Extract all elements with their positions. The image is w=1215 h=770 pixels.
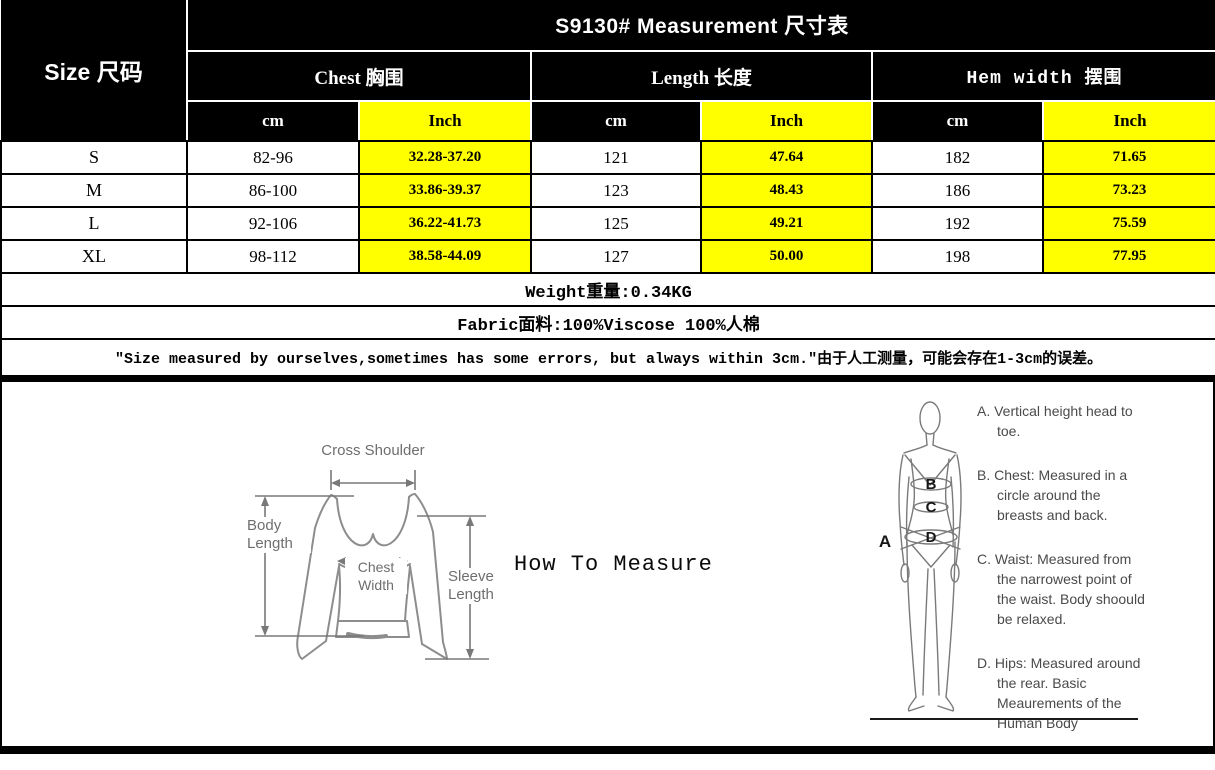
length-cm-value: 121 (530, 140, 702, 175)
body-point-b: B (926, 476, 937, 493)
group-header-hem-width: Hem width 摆围 (870, 50, 1215, 102)
hem-cm-value: 192 (871, 206, 1044, 241)
chest-cm-value: 98-112 (186, 239, 360, 274)
length-inch-value: 48.43 (700, 173, 873, 208)
how-to-measure-section: Cross Shoulder Body Length Chest Width S… (0, 377, 1215, 754)
chest-width-label: Chest Width (345, 558, 407, 594)
unit-header-hem-cm: cm (871, 100, 1044, 142)
length-cm-value: 123 (530, 173, 702, 208)
hem-cm-value: 198 (871, 239, 1044, 274)
annotation-d: D. Hips: Measured around the rear. Basic… (977, 655, 1141, 731)
size-label: XL (0, 239, 188, 274)
hem-inch-value: 77.95 (1041, 239, 1215, 274)
body-point-d: D (926, 529, 937, 546)
group-header-chest: Chest 胸围 (186, 50, 532, 102)
length-inch-value: 50.00 (700, 239, 873, 274)
length-inch-value: 49.21 (700, 206, 873, 241)
body-outline (898, 401, 962, 712)
table-row-l: L 92-106 36.22-41.73 125 49.21 192 75.59 (0, 206, 1215, 241)
weight-row: Weight重量:0.34KG (0, 272, 1215, 307)
hem-cm-value: 182 (871, 140, 1044, 175)
chest-cm-value: 92-106 (186, 206, 360, 241)
unit-header-chest-cm: cm (186, 100, 360, 142)
size-label: M (0, 173, 188, 208)
annotation-a: A. Vertical height head to toe. (977, 403, 1133, 439)
length-inch-value: 47.64 (700, 140, 873, 175)
annotation-b: B. Chest: Measured in a circle around th… (977, 467, 1128, 523)
body-length-label: Body Length (247, 517, 311, 553)
chest-cm-value: 82-96 (186, 140, 360, 175)
size-label: L (0, 206, 188, 241)
body-figure-diagram: A B C D (879, 401, 962, 712)
length-cm-value: 127 (530, 239, 702, 274)
size-column-header: Size 尺码 (1, 0, 188, 142)
body-point-c: C (926, 499, 937, 516)
cross-shoulder-label: Cross Shoulder (321, 442, 425, 459)
fabric-row: Fabric面料:100%Viscose 100%人棉 (0, 305, 1215, 340)
chest-inch-value: 38.58-44.09 (358, 239, 532, 274)
unit-header-length-inch: Inch (700, 100, 873, 142)
table-row-xl: XL 98-112 38.58-44.09 127 50.00 198 77.9… (0, 239, 1215, 274)
hem-inch-value: 75.59 (1041, 206, 1215, 241)
unit-header-hem-inch: Inch (1041, 100, 1215, 142)
chest-cm-value: 86-100 (186, 173, 360, 208)
unit-header-chest-inch: Inch (358, 100, 532, 142)
table-title: S9130# Measurement 尺寸表 (185, 0, 1215, 52)
table-row-m: M 86-100 33.86-39.37 123 48.43 186 73.23 (0, 173, 1215, 208)
measure-annotations: A. Vertical height head to toe. B. Chest… (977, 401, 1149, 757)
chest-inch-value: 32.28-37.20 (358, 140, 532, 175)
hem-inch-value: 71.65 (1041, 140, 1215, 175)
figure-underline (870, 718, 1138, 720)
chest-inch-value: 33.86-39.37 (358, 173, 532, 208)
body-point-a: A (879, 532, 891, 551)
annotation-c: C. Waist: Measured from the narrowest po… (977, 551, 1145, 627)
how-to-measure-heading: How To Measure (514, 552, 713, 577)
measurement-table: Size 尺码 S9130# Measurement 尺寸表 Chest 胸围 … (0, 0, 1215, 377)
length-cm-value: 125 (530, 206, 702, 241)
group-header-length: Length 长度 (530, 50, 873, 102)
hem-inch-value: 73.23 (1041, 173, 1215, 208)
size-label: S (0, 140, 188, 175)
sleeve-length-label: Sleeve Length (448, 568, 516, 604)
chest-inch-value: 36.22-41.73 (358, 206, 532, 241)
hem-cm-value: 186 (871, 173, 1044, 208)
measurement-note: ″Size measured by ourselves,sometimes ha… (0, 338, 1215, 377)
unit-header-length-cm: cm (530, 100, 702, 142)
table-row-s: S 82-96 32.28-37.20 121 47.64 182 71.65 (0, 140, 1215, 175)
